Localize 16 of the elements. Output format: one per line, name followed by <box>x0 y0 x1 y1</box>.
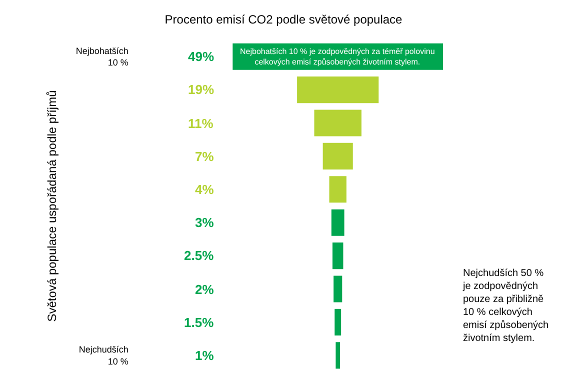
category-label: Nejchudších 10 % <box>78 344 128 366</box>
data-label: 2.5% <box>184 248 214 263</box>
text: Procento emisí CO2 podle světové populace <box>164 12 403 27</box>
data-label: 4% <box>195 182 214 197</box>
text: Světová populace uspořádaná podle příjmů <box>45 90 60 322</box>
category-label: Nejbohatších 10 % <box>76 46 128 68</box>
data-label: 11% <box>188 116 214 131</box>
data-label: 1.5% <box>184 315 214 330</box>
data-label: 3% <box>195 215 214 230</box>
data-label: 49% <box>188 49 214 64</box>
data-label: 7% <box>195 149 214 164</box>
data-label: 2% <box>195 282 214 297</box>
data-label: 19% <box>188 82 214 97</box>
data-label: 1% <box>195 348 214 363</box>
text: Nejchudších 50 % je zodpovědných pouze za přibližně 10 % celkových emisí způsobených životním stylem. <box>462 268 549 344</box>
text: Nejbohatších 10 % je zodpovědných za téměř polovinu celkových emisí způsobených životním stylem. <box>240 47 435 66</box>
